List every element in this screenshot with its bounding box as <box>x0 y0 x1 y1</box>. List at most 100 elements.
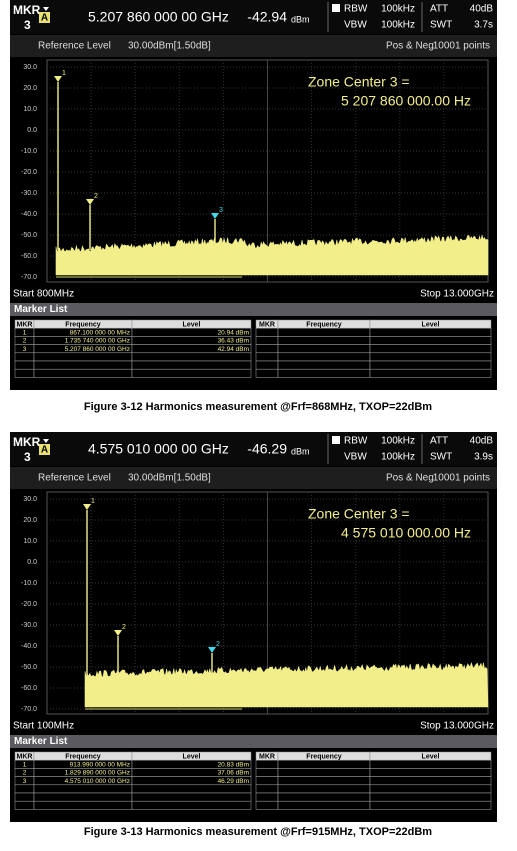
table-cell <box>255 792 279 802</box>
table-cell <box>369 759 492 769</box>
mkr-mode: A <box>41 13 48 24</box>
y-label: -40.0 <box>21 643 37 650</box>
table-cell <box>277 784 371 794</box>
y-label: 30.0 <box>23 64 37 71</box>
table-value: 20.94 dBm <box>218 330 249 337</box>
table-cell <box>255 368 279 378</box>
reference-row <box>10 467 497 489</box>
y-label: -70.0 <box>21 706 37 713</box>
reference-row <box>10 35 497 57</box>
table-cell <box>255 327 279 337</box>
table-cell <box>277 800 371 810</box>
table-value: 42.94 dBm <box>218 346 249 353</box>
level-unit: dBm <box>291 446 310 456</box>
marker-level: -46.29 <box>247 441 287 457</box>
table-header: Level <box>422 321 440 328</box>
table-cell <box>255 776 279 786</box>
table-value: 867.100 000 00 MHz <box>70 330 130 337</box>
y-label: -10.0 <box>21 580 37 587</box>
mkr-label: MKR <box>13 3 41 17</box>
marker-list-title: Marker List <box>14 736 68 747</box>
table-cell <box>14 360 35 370</box>
marker <box>114 630 122 636</box>
swt-value: 3.7s <box>474 20 493 31</box>
rbw-label: RBW <box>344 436 368 447</box>
marker-tag: 2 <box>122 624 126 631</box>
table-cell <box>131 360 252 370</box>
table-header: Frequency <box>65 753 101 760</box>
table-cell <box>131 800 252 810</box>
table-cell <box>131 368 252 378</box>
table-cell <box>255 360 279 370</box>
marker-list-bar <box>10 303 497 316</box>
table-header: Frequency <box>306 321 342 328</box>
vbw-value: 100kHz <box>381 20 415 31</box>
rbw-value: 100kHz <box>381 4 415 15</box>
reference-level: 30.00dBm[1.50dB] <box>128 473 211 484</box>
y-label: 20.0 <box>23 85 37 92</box>
reference-level-label: Reference Level <box>38 473 111 484</box>
marker <box>211 213 219 219</box>
table-cell <box>14 368 35 378</box>
table-cell <box>277 344 371 354</box>
zone-center-value: 5 207 860 000.00 Hz <box>341 93 471 109</box>
table-cell <box>277 327 371 337</box>
table-cell <box>131 792 252 802</box>
table-cell <box>369 336 492 345</box>
swt-label: SWT <box>430 20 452 31</box>
rbw-icon <box>332 436 340 444</box>
vbw-value: 100kHz <box>381 452 415 463</box>
table-cell <box>131 784 252 794</box>
mkr-number: 3 <box>24 18 31 32</box>
mkr-number: 3 <box>24 450 31 464</box>
y-label: -20.0 <box>21 601 37 608</box>
zone-center-label: Zone Center 3 = <box>308 74 410 90</box>
table-value: 1 <box>23 330 27 337</box>
table-header: Frequency <box>65 321 101 328</box>
table-value: 1.735 740 000 00 GHz <box>65 338 130 345</box>
y-label: -50.0 <box>21 232 37 239</box>
start-frequency: Start 800MHz <box>13 289 74 300</box>
table-header: MKR <box>17 321 33 328</box>
swt-value: 3.9s <box>474 452 493 463</box>
marker-frequency: 4.575 010 000 00 GHz <box>88 441 229 457</box>
table-cell <box>14 792 35 802</box>
table-value: 4.575 010 000 00 GHz <box>65 778 130 785</box>
table-cell <box>369 368 492 378</box>
trace-fill <box>84 661 489 708</box>
table-header: Level <box>183 321 201 328</box>
table-cell <box>33 792 133 802</box>
att-value: 40dB <box>470 4 494 15</box>
y-label: 10.0 <box>23 538 37 545</box>
marker-frequency: 5.207 860 000 00 GHz <box>88 9 229 25</box>
table-value: 1.829 890 000 00 GHz <box>65 770 130 777</box>
y-label: -40.0 <box>21 211 37 218</box>
marker-level: -42.94 <box>247 9 287 25</box>
y-label: -60.0 <box>21 685 37 692</box>
marker-tag: 1 <box>91 498 95 505</box>
reference-level: 30.00dBm[1.50dB] <box>128 41 211 52</box>
table-value: 46.29 dBm <box>218 778 249 785</box>
table-cell <box>33 360 133 370</box>
mkr-label: MKR <box>13 435 41 449</box>
table-cell <box>369 800 492 810</box>
y-label: -50.0 <box>21 664 37 671</box>
table-cell <box>255 336 279 345</box>
table-value: 37.06 dBm <box>218 770 249 777</box>
vbw-label: VBW <box>344 20 367 31</box>
table-header: MKR <box>17 753 33 760</box>
trace-fill <box>55 234 489 276</box>
y-label: 10.0 <box>23 106 37 113</box>
table-cell <box>33 352 133 362</box>
table-cell <box>369 792 492 802</box>
table-header: Frequency <box>306 753 342 760</box>
y-label: -30.0 <box>21 622 37 629</box>
table-header: Level <box>422 753 440 760</box>
header-bar <box>10 432 497 466</box>
detector: Pos & Neg <box>386 41 434 52</box>
table-value: 3 <box>23 346 27 353</box>
table-value: 20.83 dBm <box>218 762 249 769</box>
att-label: ATT <box>430 4 448 15</box>
